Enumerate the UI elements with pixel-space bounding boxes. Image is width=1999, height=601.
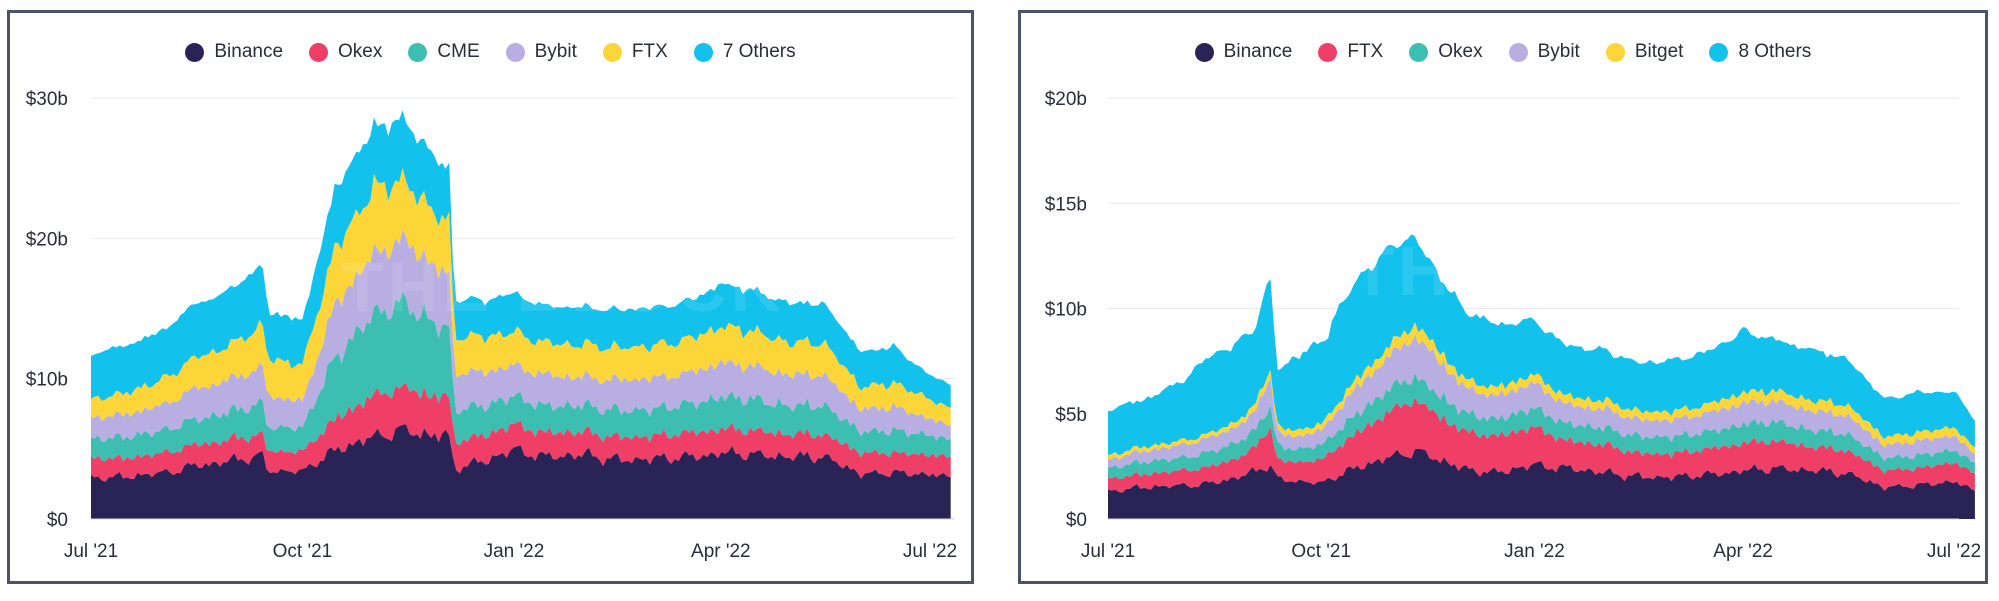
legend-item-ftx[interactable]: FTX [602,41,668,63]
legend-label: Bybit [534,41,577,62]
left-chart-panel: Binance Okex CME Bybit FTX 7 Others $0 $1… [7,10,974,584]
y-tick-label: $20b [26,229,68,250]
legend-label: Bitget [1634,41,1684,62]
legend-swatch [1605,42,1625,62]
area-series-cme[interactable] [91,291,951,462]
legend-item-8-others[interactable]: 8 Others [1709,41,1811,63]
legend-swatch [602,42,622,62]
area-series-okex[interactable] [91,382,951,482]
x-tick-label: Apr '22 [1713,541,1773,562]
x-tick-label: Oct '21 [273,541,333,562]
legend-swatch [1709,42,1729,62]
legend-swatch [1409,42,1429,62]
legend-swatch [185,42,205,62]
y-tick-label: $0 [47,510,68,531]
x-tick-label: Apr '22 [691,541,751,562]
left-chart-svg: $0 $10b $20b $30b THE BLOCK Jul '21 Oct '21 Jan… [26,89,957,562]
legend-item-binance[interactable]: Binance [185,41,283,63]
legend-item-bitget[interactable]: Bitget [1605,41,1684,63]
right-chart-svg: $0 $5b $10b $15b $20b THE BLOCK Jul '21 Oct '21… [1045,89,1981,562]
x-tick-label: Jul '22 [903,541,957,562]
area-series-ftx[interactable] [1108,397,1975,493]
x-tick-label: Jul '22 [1927,541,1981,562]
y-tick-label: $30b [26,89,68,110]
legend-item-okex[interactable]: Okex [309,41,382,63]
legend-label: 7 Others [722,41,796,62]
area-series-okex[interactable] [1108,373,1975,480]
area-series-8-others[interactable] [1108,234,1975,456]
legend-label: Binance [214,41,284,62]
legend-swatch [1194,42,1214,62]
area-series-binance[interactable] [1108,448,1975,519]
x-tick-label: Jul '21 [1081,541,1135,562]
y-tick-label: $0 [1066,510,1087,531]
area-series-ftx[interactable] [91,168,951,426]
x-tick-label: Jan '22 [1504,541,1565,562]
area-series-bitget[interactable] [1108,322,1975,460]
x-tick-label: Jul '21 [64,541,118,562]
legend-item-bybit[interactable]: Bybit [505,41,577,63]
legend-label: CME [437,41,480,62]
x-tick-label: Oct '21 [1291,541,1351,562]
legend-swatch [1508,42,1528,62]
area-series-7-others[interactable] [91,110,951,408]
watermark: THE BLOCK [341,248,785,326]
legend: Binance FTX Okex Bybit Bitget 8 Others [1021,41,1985,63]
legend-label: Bybit [1537,41,1580,62]
y-tick-label: $15b [1045,194,1087,215]
legend-label: FTX [631,41,668,62]
area-series-binance[interactable] [91,424,951,519]
legend-swatch [693,42,713,62]
y-tick-label: $10b [26,370,68,391]
legend-label: Okex [1438,41,1483,62]
watermark: THE BLOCK [1351,232,1795,310]
y-tick-label: $5b [1055,405,1087,426]
legend-item-7-others[interactable]: 7 Others [693,41,796,63]
legend-label: FTX [1347,41,1384,62]
area-series-bybit[interactable] [1108,334,1975,469]
right-chart-panel: Binance FTX Okex Bybit Bitget 8 Others $… [1018,10,1988,584]
y-tick-label: $10b [1045,300,1087,321]
legend-item-ftx[interactable]: FTX [1318,41,1383,63]
legend-item-bybit[interactable]: Bybit [1508,41,1580,63]
legend: Binance Okex CME Bybit FTX 7 Others [10,41,971,63]
y-tick-label: $20b [1045,89,1087,110]
x-tick-label: Jan '22 [484,541,545,562]
legend-swatch [1318,42,1338,62]
legend-item-binance[interactable]: Binance [1194,41,1293,63]
legend-item-cme[interactable]: CME [408,41,480,63]
legend-label: Binance [1223,41,1293,62]
area-series-bybit[interactable] [91,229,951,442]
legend-label: 8 Others [1738,41,1812,62]
legend-label: Okex [338,41,383,62]
legend-swatch [309,42,329,62]
legend-swatch [505,42,525,62]
legend-swatch [408,42,428,62]
legend-item-okex[interactable]: Okex [1409,41,1483,63]
